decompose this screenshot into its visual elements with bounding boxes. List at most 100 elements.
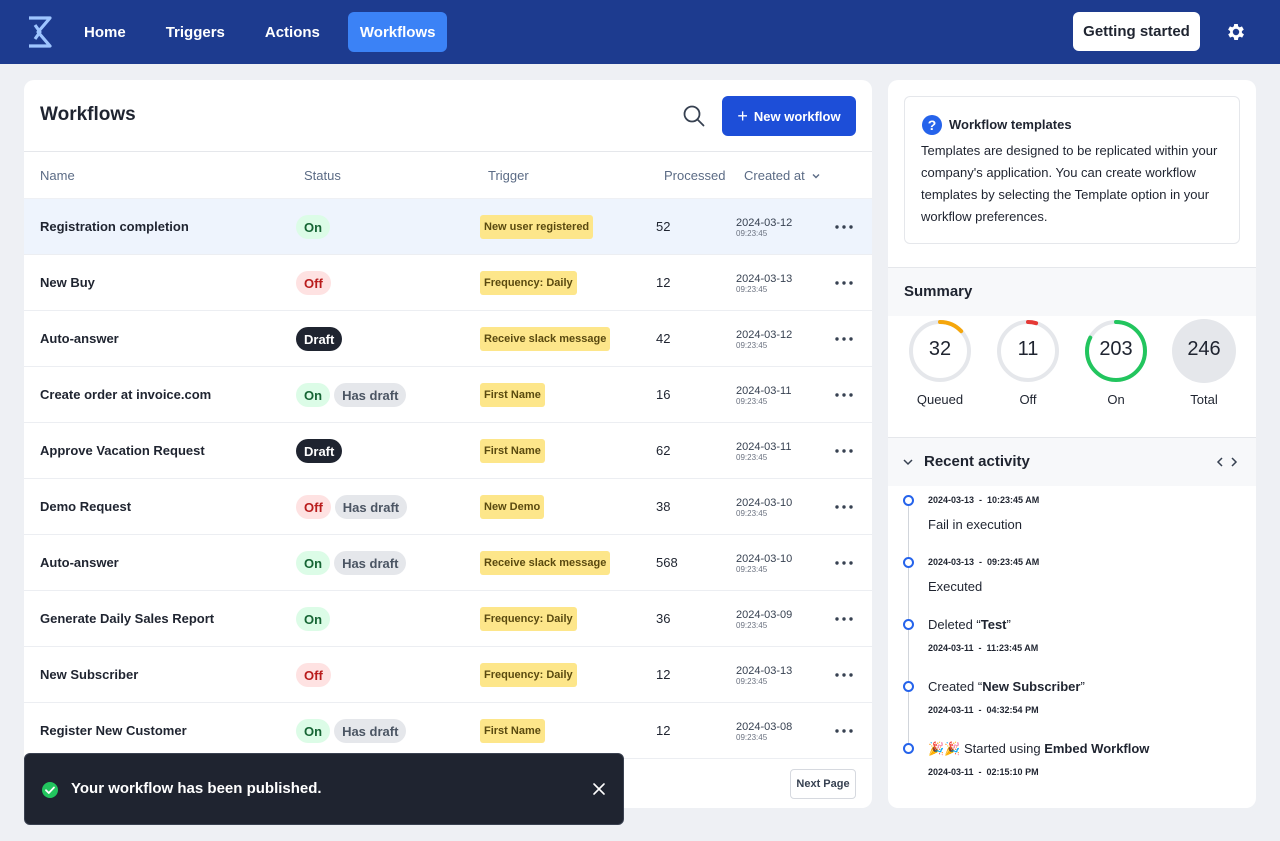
status-cell: Off Has draft <box>296 495 408 519</box>
table-body: Registration completion On New user regi… <box>24 199 872 759</box>
workflow-name[interactable]: Approve Vacation Request <box>40 443 205 458</box>
activity-timestamp: 2024-03-11 - 02:15:10 PM <box>928 767 1039 777</box>
trigger-tag: New user registered <box>480 215 594 239</box>
workflow-name[interactable]: Create order at invoice.com <box>40 387 212 402</box>
timeline-dot <box>903 681 914 692</box>
more-options-icon[interactable] <box>835 617 853 621</box>
table-row[interactable]: Auto-answer Draft Receive slack message … <box>24 311 872 367</box>
created-time: 09:23:45 <box>736 733 768 742</box>
activity-text: 🎉🎉 Started using Embed Workflow <box>928 741 1149 757</box>
created-at: 2024-03-13 09:23:45 <box>736 665 792 687</box>
gauge-value: 32 <box>928 338 952 360</box>
activity-text: Created “New Subscriber” <box>928 679 1085 694</box>
check-circle-icon <box>42 782 58 798</box>
chevron-left-icon[interactable] <box>1215 455 1225 469</box>
more-options-icon[interactable] <box>835 393 853 397</box>
table-row[interactable]: Create order at invoice.com On Has draft … <box>24 367 872 423</box>
next-page-button[interactable]: Next Page <box>790 769 856 799</box>
workflow-name[interactable]: New Buy <box>40 275 95 290</box>
processed-count: 62 <box>656 443 671 458</box>
timeline-dot <box>903 619 914 630</box>
workflow-name[interactable]: Generate Daily Sales Report <box>40 611 215 626</box>
nav-actions[interactable]: Actions <box>264 23 320 41</box>
gauge-label: On <box>1107 392 1125 407</box>
workflow-name[interactable]: Registration completion <box>40 219 189 234</box>
created-at: 2024-03-08 09:23:45 <box>736 721 792 743</box>
table-row[interactable]: Registration completion On New user regi… <box>24 199 872 255</box>
main-nav: Home Triggers Actions Workflows <box>72 12 463 52</box>
embed-workflow-logo[interactable] <box>26 15 54 49</box>
divider <box>888 267 1256 268</box>
col-status[interactable]: Status <box>304 168 341 183</box>
activity-text: Fail in execution <box>928 517 1022 532</box>
status-badge: Off <box>296 495 331 519</box>
col-created-at[interactable]: Created at <box>744 168 821 183</box>
table-row[interactable]: Generate Daily Sales Report On Frequency… <box>24 591 872 647</box>
new-workflow-button[interactable]: + New workflow <box>722 96 856 136</box>
created-time: 09:23:45 <box>736 285 768 294</box>
nav-workflows[interactable]: Workflows <box>347 12 448 52</box>
activity-text-prefix: Executed <box>928 579 983 594</box>
status-badge: On <box>296 215 331 239</box>
activity-text-bold: Embed Workflow <box>1044 741 1150 756</box>
col-created-at-label: Created at <box>744 168 805 183</box>
close-icon[interactable] <box>592 782 606 796</box>
status-badge: On <box>296 383 331 407</box>
workflows-panel: Workflows + New workflow Name Status Tri… <box>24 80 872 808</box>
search-icon[interactable] <box>682 104 706 128</box>
chevron-down-icon <box>812 173 820 178</box>
timeline-dot <box>903 557 914 568</box>
trigger-tag: New Demo <box>480 495 545 519</box>
chevron-down-icon[interactable] <box>902 456 914 468</box>
gauge-ring <box>909 320 971 382</box>
table-row[interactable]: Auto-answer On Has draft Receive slack me… <box>24 535 872 591</box>
workflow-name[interactable]: Auto-answer <box>40 555 119 570</box>
created-date: 2024-03-10 <box>736 497 793 509</box>
gear-icon[interactable] <box>1225 21 1247 43</box>
recent-activity-title: Recent activity <box>924 453 1030 470</box>
status-cell: On Has draft <box>296 383 407 407</box>
workflow-name[interactable]: Demo Request <box>40 499 132 514</box>
gauge-ring <box>997 320 1059 382</box>
more-options-icon[interactable] <box>835 449 853 453</box>
workflow-name[interactable]: Register New Customer <box>40 723 187 738</box>
status-badge: Draft <box>296 439 343 463</box>
more-options-icon[interactable] <box>835 729 853 733</box>
more-options-icon[interactable] <box>835 561 853 565</box>
workflow-name[interactable]: New Subscriber <box>40 667 139 682</box>
table-row[interactable]: New Subscriber Off Frequency: Daily 12 2… <box>24 647 872 703</box>
col-trigger[interactable]: Trigger <box>488 168 529 183</box>
table-row[interactable]: Register New Customer On Has draft First … <box>24 703 872 759</box>
activity-text-suffix: ” <box>1006 617 1011 632</box>
workflow-name[interactable]: Auto-answer <box>40 331 119 346</box>
recent-activity-header <box>888 438 1256 486</box>
col-name[interactable]: Name <box>40 168 75 183</box>
table-row[interactable]: New Buy Off Frequency: Daily 12 2024-03-… <box>24 255 872 311</box>
more-options-icon[interactable] <box>835 281 853 285</box>
created-time: 09:23:45 <box>736 509 768 518</box>
created-date: 2024-03-11 <box>736 385 792 397</box>
created-date: 2024-03-12 <box>736 217 793 229</box>
nav-triggers[interactable]: Triggers <box>165 23 225 41</box>
nav-home[interactable]: Home <box>84 23 126 41</box>
workflows-header: Workflows + New workflow <box>24 80 872 152</box>
activity-timestamp: 2024-03-11 - 11:23:45 AM <box>928 643 1039 653</box>
processed-count: 12 <box>656 723 671 738</box>
processed-count: 12 <box>656 667 671 682</box>
activity-text: Deleted “Test” <box>928 617 1011 632</box>
toast-notification: Your workflow has been published. <box>24 753 624 825</box>
col-processed[interactable]: Processed <box>664 168 726 183</box>
table-row[interactable]: Approve Vacation Request Draft First Nam… <box>24 423 872 479</box>
more-options-icon[interactable] <box>835 673 853 677</box>
created-at: 2024-03-12 09:23:45 <box>736 217 792 239</box>
created-date: 2024-03-13 <box>736 273 793 285</box>
more-options-icon[interactable] <box>835 225 853 229</box>
divider <box>888 437 1256 438</box>
more-options-icon[interactable] <box>835 505 853 509</box>
getting-started-button[interactable]: Getting started <box>1073 12 1200 51</box>
status-cell: Draft <box>296 327 343 351</box>
created-at: 2024-03-11 09:23:45 <box>736 441 791 463</box>
table-row[interactable]: Demo Request Off Has draft New Demo 38 20… <box>24 479 872 535</box>
more-options-icon[interactable] <box>835 337 853 341</box>
chevron-right-icon[interactable] <box>1229 455 1239 469</box>
